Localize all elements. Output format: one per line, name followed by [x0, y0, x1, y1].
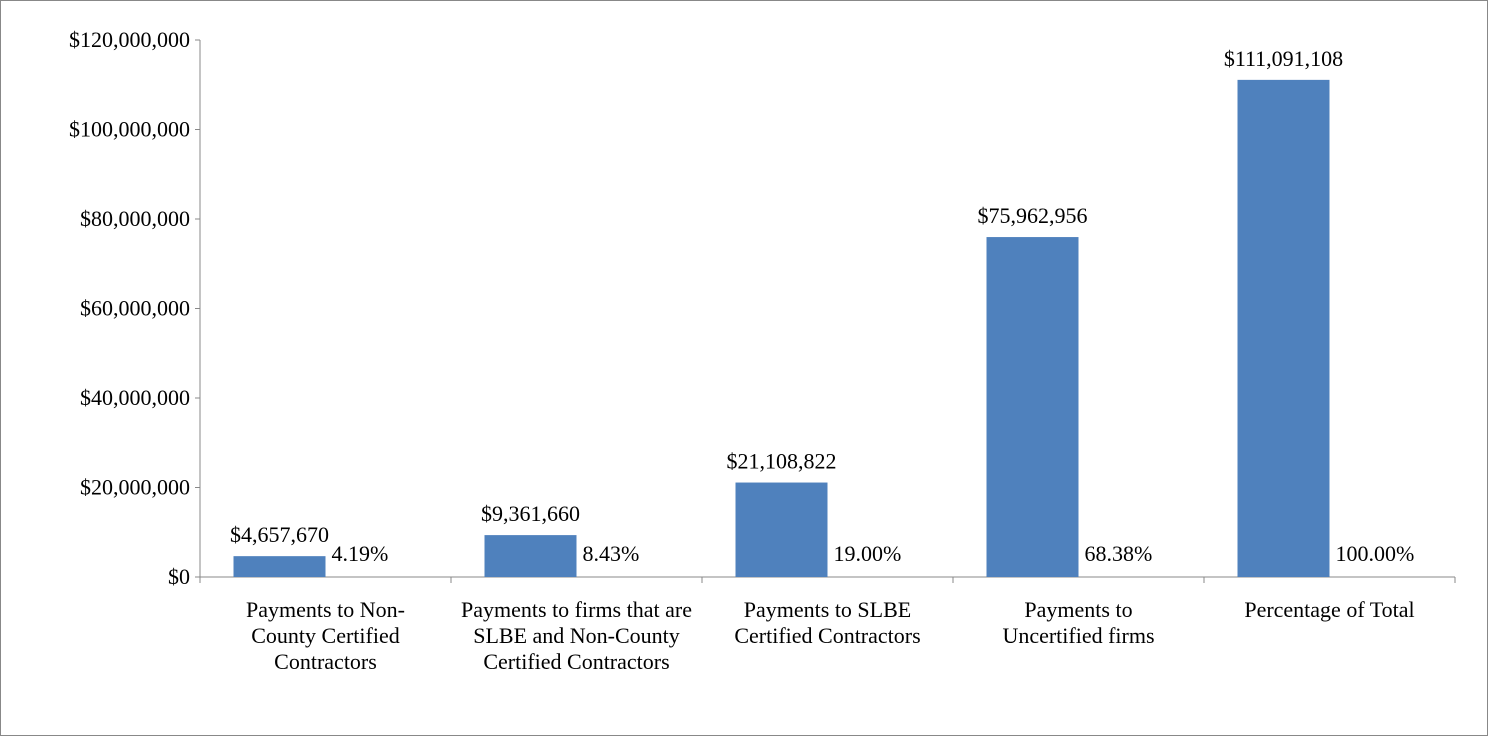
x-tick-label: Payments to Uncertified firms	[1002, 597, 1155, 648]
y-tick-label: $120,000,000	[69, 27, 190, 52]
y-tick-label: $40,000,000	[80, 385, 190, 410]
x-tick-label: Payments to firms that are SLBE and Non-…	[461, 597, 692, 674]
value-label: $4,657,670	[230, 522, 329, 547]
bar	[484, 535, 577, 577]
bar	[233, 556, 326, 577]
bar	[735, 482, 828, 577]
x-tick-label: Percentage of Total	[1244, 597, 1415, 622]
y-tick-label: $100,000,000	[69, 117, 190, 142]
value-label: $111,091,108	[1224, 46, 1343, 71]
percent-label: 100.00%	[1336, 541, 1415, 566]
value-label: $21,108,822	[727, 449, 837, 474]
percent-label: 68.38%	[1085, 541, 1153, 566]
y-tick-label: $60,000,000	[80, 296, 190, 321]
x-tick-label: Payments to Non-County Certified Contrac…	[246, 597, 405, 674]
bar	[1237, 79, 1330, 577]
x-tick-label: Payments to SLBE Certified Contractors	[734, 597, 921, 648]
percent-label: 8.43%	[583, 541, 640, 566]
value-label: $75,962,956	[978, 203, 1088, 228]
y-tick-label: $80,000,000	[80, 206, 190, 231]
bar	[986, 237, 1079, 577]
y-tick-label: $0	[168, 564, 190, 589]
percent-label: 4.19%	[332, 541, 389, 566]
value-label: $9,361,660	[481, 501, 580, 526]
percent-label: 19.00%	[834, 541, 902, 566]
y-tick-label: $20,000,000	[80, 475, 190, 500]
